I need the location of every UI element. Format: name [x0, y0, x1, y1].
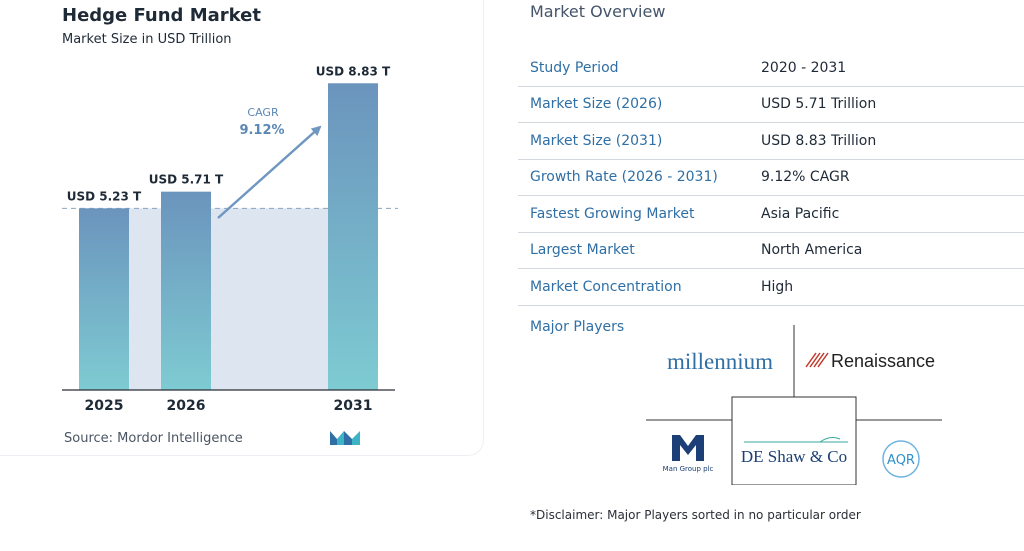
chart-subtitle: Market Size in USD Trillion [62, 32, 232, 47]
source-text: Source: Mordor Intelligence [64, 431, 243, 446]
bar-value-label: USD 5.71 T [149, 173, 224, 187]
renaissance-logo: Renaissance [805, 351, 935, 371]
overview-row: Market Size (2031) USD 8.83 Trillion [518, 123, 1024, 160]
millennium-logo: millennium [667, 349, 773, 374]
overview-row-value: 9.12% CAGR [761, 169, 850, 186]
overview-row-label: Market Size (2026) [530, 96, 663, 113]
bar-chart: USD 5.23 T 2025 USD 5.71 T 2026 USD 8.83 T 20… [62, 64, 398, 414]
bar-2025 [79, 208, 129, 390]
bar-2026 [161, 191, 211, 390]
aqr-text: AQR [887, 453, 915, 468]
cagr-label: CAGR [247, 106, 279, 119]
overview-title: Market Overview [530, 2, 666, 21]
deshaw-text: DE Shaw & Co [741, 447, 847, 466]
overview-row-label: Largest Market [530, 242, 635, 259]
major-players-label: Major Players [530, 319, 625, 335]
overview-row-label: Market Size (2031) [530, 132, 663, 149]
overview-row-value: USD 8.83 Trillion [761, 132, 877, 149]
overview-row: Market Concentration High [518, 269, 1024, 306]
overview-row: Growth Rate (2026 - 2031) 9.12% CAGR [518, 160, 1024, 196]
x-tick-label: 2026 [167, 398, 206, 414]
overview-row-label: Study Period [530, 59, 619, 76]
overview-row-value: North America [761, 242, 863, 259]
overview-row-value: High [761, 278, 794, 295]
overview-row-label: Fastest Growing Market [530, 205, 695, 222]
mordor-logo [330, 431, 360, 445]
bar-value-label: USD 8.83 T [316, 64, 391, 78]
bar-2031 [328, 83, 378, 390]
x-tick-label: 2025 [85, 398, 124, 414]
x-tick-label: 2031 [334, 398, 373, 414]
overview-table: Study Period 2020 - 2031 Market Size (2026… [518, 50, 1024, 306]
overview-row-value: 2020 - 2031 [761, 59, 847, 76]
cagr-value: 9.12% [239, 123, 284, 138]
aqr-logo: AQR [882, 440, 920, 478]
overview-row: Study Period 2020 - 2031 [518, 50, 1024, 87]
chart-title: Hedge Fund Market [62, 5, 261, 26]
cagr-arrow [217, 125, 322, 219]
overview-row: Fastest Growing Market Asia Pacific [518, 196, 1024, 233]
man-group-logo: Man Group plc [663, 435, 714, 473]
renaissance-text: Renaissance [831, 351, 935, 371]
deshaw-logo: DE Shaw & Co [741, 437, 848, 466]
man-group-subtext: Man Group plc [663, 465, 714, 473]
bar-value-label: USD 5.23 T [67, 189, 142, 203]
overview-row-label: Growth Rate (2026 - 2031) [530, 169, 718, 186]
overview-row: Largest Market North America [518, 233, 1024, 269]
chart-card: Hedge Fund Market Market Size in USD Tri… [0, 0, 484, 456]
major-players-grid: millennium Renaissance Man Group plc DE … [646, 325, 942, 485]
disclaimer-text: *Disclaimer: Major Players sorted in no … [530, 508, 861, 522]
overview-row-label: Market Concentration [530, 278, 682, 295]
overview-row: Market Size (2026) USD 5.71 Trillion [518, 87, 1024, 123]
overview-row-value: Asia Pacific [761, 205, 840, 222]
overview-row-value: USD 5.71 Trillion [761, 96, 877, 113]
